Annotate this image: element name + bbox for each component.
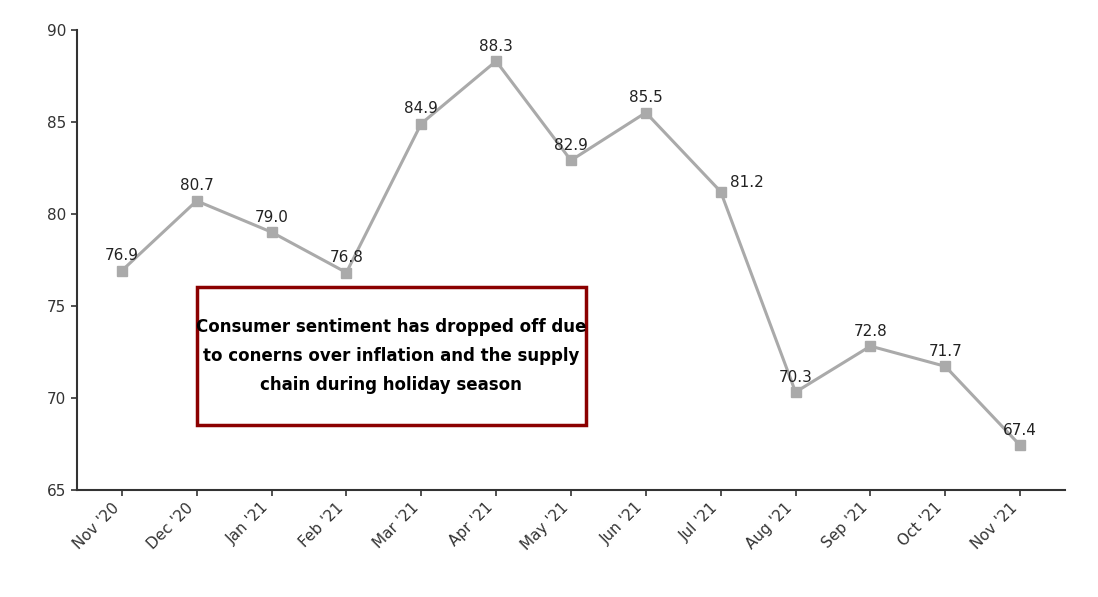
Text: 88.3: 88.3	[479, 39, 513, 54]
Text: 85.5: 85.5	[629, 90, 663, 105]
Text: 76.9: 76.9	[104, 248, 138, 263]
Text: 72.8: 72.8	[853, 324, 887, 338]
Text: 81.2: 81.2	[730, 175, 764, 190]
Text: Consumer sentiment has dropped off due
to conerns over inflation and the supply
: Consumer sentiment has dropped off due t…	[197, 318, 586, 395]
Text: 84.9: 84.9	[404, 101, 438, 116]
Text: 79.0: 79.0	[255, 210, 289, 224]
Text: 70.3: 70.3	[778, 370, 813, 384]
Text: 76.8: 76.8	[329, 250, 363, 265]
Text: 71.7: 71.7	[929, 344, 962, 359]
FancyBboxPatch shape	[197, 287, 586, 425]
Text: 82.9: 82.9	[554, 138, 587, 153]
Text: 67.4: 67.4	[1004, 423, 1038, 438]
Text: 80.7: 80.7	[180, 179, 213, 193]
